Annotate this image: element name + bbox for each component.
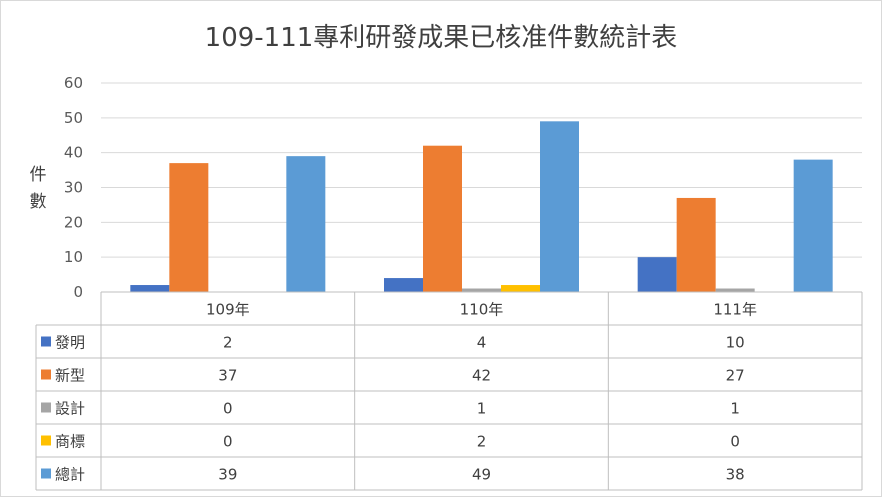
data-label: 42 <box>472 367 491 385</box>
y-tick-label: 10 <box>64 248 83 266</box>
y-tick-label: 20 <box>64 213 83 231</box>
bar <box>286 156 326 292</box>
data-label: 38 <box>726 466 745 484</box>
x-category-label: 110年 <box>460 301 504 319</box>
legend-label: 總計 <box>55 466 85 484</box>
y-tick-label: 40 <box>64 144 83 162</box>
bar <box>130 285 170 292</box>
legend-key <box>41 402 51 413</box>
chart-title: 109-111專利研發成果已核准件數統計表 <box>205 23 678 53</box>
bar <box>384 278 423 292</box>
data-label: 2 <box>477 433 487 451</box>
y-axis-label-line-2: 數 <box>30 192 47 212</box>
bar <box>793 159 833 292</box>
data-label: 10 <box>726 334 745 352</box>
y-tick-label: 50 <box>64 109 83 127</box>
data-label: 49 <box>472 466 491 484</box>
legend-label: 設計 <box>55 400 85 418</box>
legend-key <box>41 369 51 380</box>
legend-label: 發明 <box>55 334 85 352</box>
bar <box>676 197 716 292</box>
gridlines <box>101 82 862 293</box>
data-label: 2 <box>223 334 233 352</box>
y-tick-label: 0 <box>73 283 83 301</box>
x-category-label: 111年 <box>713 301 757 319</box>
bar <box>423 145 462 292</box>
y-tick-label: 30 <box>64 179 83 197</box>
legend-key <box>41 336 51 347</box>
data-label: 1 <box>730 400 740 418</box>
bar <box>540 121 579 292</box>
y-axis-label-line-1: 件 <box>30 165 47 185</box>
data-label: 0 <box>223 433 233 451</box>
data-label: 0 <box>223 400 233 418</box>
data-label: 39 <box>218 466 237 484</box>
x-category-label: 109年 <box>206 301 250 319</box>
bar <box>462 288 501 292</box>
y-axis-ticks: 0 10 20 30 40 50 60 <box>64 74 83 301</box>
data-label: 37 <box>218 367 237 385</box>
legend-label: 新型 <box>55 367 85 385</box>
bar <box>169 163 209 292</box>
legend-key <box>41 435 51 446</box>
data-label: 4 <box>477 334 487 352</box>
y-tick-label: 60 <box>64 74 83 92</box>
bar <box>715 288 755 292</box>
legend-label: 商標 <box>55 433 85 451</box>
bars <box>130 121 833 292</box>
bar <box>501 285 540 292</box>
bar <box>637 257 677 292</box>
legend-key <box>41 468 51 479</box>
data-label: 1 <box>477 400 487 418</box>
data-label: 0 <box>730 433 740 451</box>
data-label: 27 <box>726 367 745 385</box>
